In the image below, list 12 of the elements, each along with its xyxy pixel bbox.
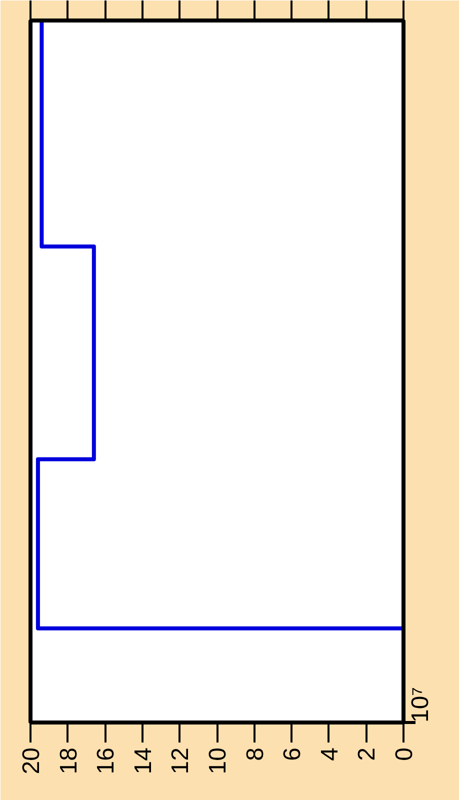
text: 10⁷ xyxy=(407,687,434,722)
x-tick-label: 2 xyxy=(354,747,381,761)
x-tick-label: 12 xyxy=(167,747,194,774)
x-tick-label: 0 xyxy=(391,747,418,761)
x-tick-label: 18 xyxy=(55,747,82,774)
x-tick-label: 4 xyxy=(316,747,344,761)
x-tick-label: 14 xyxy=(130,747,157,774)
x-tick-label: 20 xyxy=(18,747,45,774)
x-tick-label: 16 xyxy=(92,747,120,774)
x-tick-label: 10 xyxy=(204,747,232,774)
x-tick-label: 6 xyxy=(279,747,306,761)
x-tick-label: 8 xyxy=(242,747,269,761)
